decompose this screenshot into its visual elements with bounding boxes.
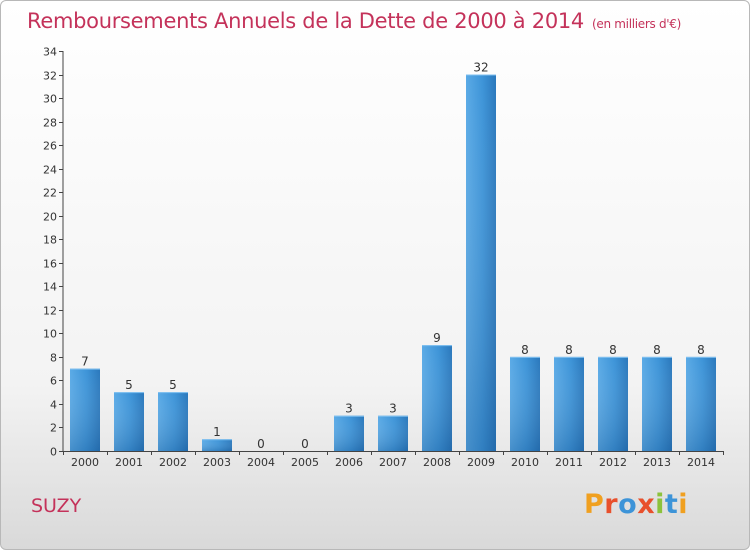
- logo-letter: t: [665, 489, 678, 520]
- bars: [70, 75, 716, 451]
- bar-shade-2011: [554, 357, 584, 451]
- logo-letter: P: [584, 489, 604, 520]
- x-axis: 2000 2001 2002 2003 2004 2005 2006 2007 2008 2009…: [63, 451, 724, 469]
- x-tick-label: 2001: [115, 456, 143, 469]
- x-tick-label: 2013: [643, 456, 671, 469]
- data-label-2006: 3: [345, 402, 353, 416]
- logo-letter: x: [637, 489, 655, 520]
- data-label-2010: 8: [521, 343, 529, 357]
- y-tick-label: 14: [43, 281, 57, 294]
- x-tick-label: 2002: [159, 456, 187, 469]
- y-tick-label: 0: [50, 446, 57, 459]
- data-label-2011: 8: [565, 343, 573, 357]
- x-tick-label: 2005: [291, 456, 319, 469]
- y-tick-label: 22: [43, 187, 57, 200]
- data-label-2014: 8: [697, 343, 705, 357]
- y-tick-label: 32: [43, 70, 57, 83]
- data-label-2000: 7: [81, 355, 89, 369]
- bar-shade-2007: [378, 416, 408, 451]
- bar-shade-2010: [510, 357, 540, 451]
- y-tick-label: 2: [50, 422, 57, 435]
- data-label-2008: 9: [433, 331, 441, 345]
- x-tick-label: 2006: [335, 456, 363, 469]
- bar-shade-2006: [334, 416, 364, 451]
- y-tick-label: 30: [43, 93, 57, 106]
- bar-shade-2001: [114, 392, 144, 451]
- bar-shade-2002: [158, 392, 188, 451]
- logo-letter: r: [604, 489, 618, 520]
- x-tick-label: 2004: [247, 456, 275, 469]
- bar-shade-2014: [686, 357, 716, 451]
- data-label-2001: 5: [125, 378, 133, 392]
- y-tick-label: 28: [43, 117, 57, 130]
- bar-shade-2012: [598, 357, 628, 451]
- x-tick-label: 2010: [511, 456, 539, 469]
- bar-shade-2013: [642, 357, 672, 451]
- y-tick-label: 34: [43, 46, 57, 59]
- y-tick-label: 10: [43, 328, 57, 341]
- data-label-2002: 5: [169, 378, 177, 392]
- commune-name: SUZY: [31, 495, 81, 517]
- x-tick-label: 2012: [599, 456, 627, 469]
- x-tick-label: 2000: [71, 456, 99, 469]
- bar-shade-2009: [466, 75, 496, 451]
- data-label-2013: 8: [653, 343, 661, 357]
- bar-shade-2003: [202, 439, 232, 451]
- y-tick-label: 8: [50, 352, 57, 365]
- x-tick-label: 2009: [467, 456, 495, 469]
- chart-frame: Remboursements Annuels de la Dette de 20…: [0, 0, 750, 550]
- bar-shade-2000: [70, 369, 100, 451]
- y-axis: 0246810121416182022242628303234: [43, 46, 63, 459]
- x-tick-label: 2003: [203, 456, 231, 469]
- data-label-2004: 0: [257, 437, 265, 451]
- logo-letter: i: [655, 489, 665, 520]
- y-tick-label: 18: [43, 234, 57, 247]
- y-tick-label: 16: [43, 258, 57, 271]
- y-tick-label: 24: [43, 164, 57, 177]
- data-label-2009: 32: [473, 61, 488, 75]
- data-label-2007: 3: [389, 402, 397, 416]
- x-tick-label: 2011: [555, 456, 583, 469]
- y-tick-label: 4: [50, 399, 57, 412]
- bar-shade-2008: [422, 345, 452, 451]
- y-tick-label: 12: [43, 305, 57, 318]
- data-label-2003: 1: [213, 425, 221, 439]
- logo-letter: i: [678, 489, 688, 520]
- x-tick-label: 2007: [379, 456, 407, 469]
- data-label-2012: 8: [609, 343, 617, 357]
- proxiti-logo[interactable]: Proxiti: [584, 489, 688, 520]
- bar-chart: 0246810121416182022242628303234 20002001…: [1, 1, 750, 550]
- y-tick-label: 6: [50, 375, 57, 388]
- x-tick-label: 2014: [687, 456, 715, 469]
- logo-letter: o: [618, 489, 637, 520]
- data-label-2005: 0: [301, 437, 309, 451]
- y-tick-label: 20: [43, 211, 57, 224]
- y-tick-label: 26: [43, 140, 57, 153]
- x-tick-label: 2008: [423, 456, 451, 469]
